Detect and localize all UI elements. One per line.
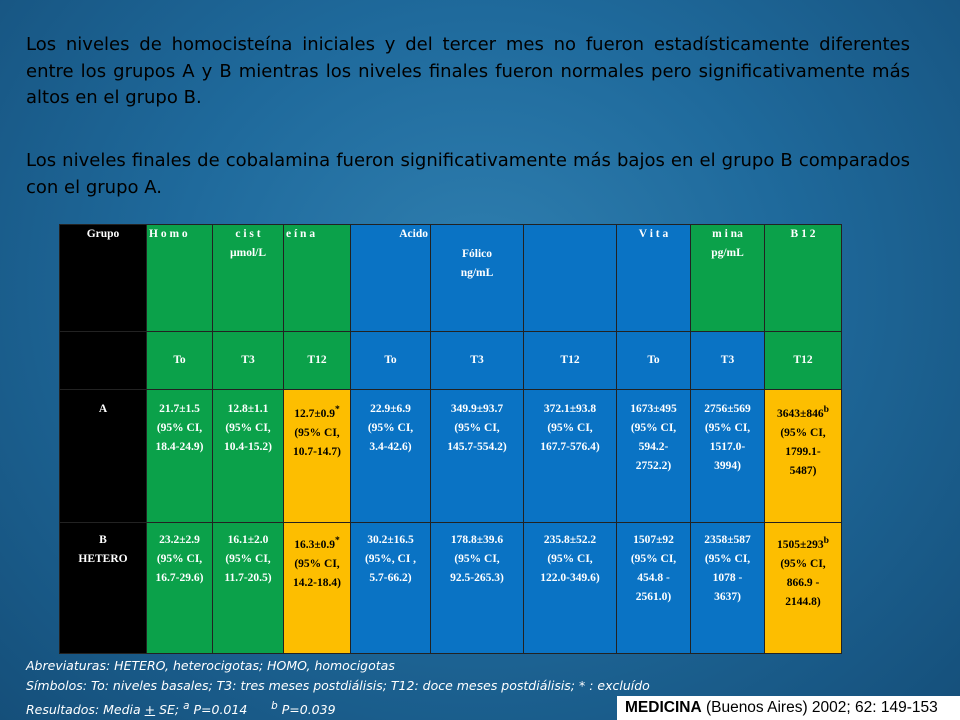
header-homo-2: c i s t µmol/L	[212, 224, 284, 332]
data-cell: 12.7±0.9* (95% CI, 10.7-14.7)	[283, 389, 351, 523]
data-cell: 3643±846b (95% CI, 1799.1- 5487)	[764, 389, 842, 523]
citation-box: MEDICINA (Buenos Aires) 2002; 62: 149-15…	[617, 696, 960, 720]
footnote-simbolos: Símbolos: To: niveles basales; T3: tres …	[26, 678, 650, 693]
header-homo-1: H o m o	[146, 224, 213, 332]
footnotes: Abreviaturas: HETERO, heterocigotas; HOM…	[26, 656, 650, 720]
data-cell: 2756±569 (95% CI, 1517.0- 3994)	[690, 389, 765, 523]
data-cell: 12.8±1.1 (95% CI, 10.4-15.2)	[212, 389, 284, 523]
data-cell: 30.2±16.5 (95%, CI , 5.7-66.2)	[350, 522, 431, 654]
data-cell: 235.8±52.2 (95% CI, 122.0-349.6)	[523, 522, 617, 654]
table-row-a: A 21.7±1.5 (95% CI, 18.4-24.9) 12.8±1.1 (95…	[59, 389, 842, 523]
table-row-b: B HETERO 23.2±2.9 (95% CI, 16.7-29.6) 16.1±…	[59, 522, 842, 654]
subheader-cell: T3	[430, 331, 524, 390]
data-cell: 16.1±2.0 (95% CI, 11.7-20.5)	[212, 522, 284, 654]
header-vit-2: m i na pg/mL	[690, 224, 765, 332]
subheader-cell: T3	[690, 331, 765, 390]
data-cell: 1673±495 (95% CI, 594.2- 2752.2)	[616, 389, 691, 523]
data-cell: 372.1±93.8 (95% CI, 167.7-576.4)	[523, 389, 617, 523]
header-acido: Acido	[350, 224, 431, 332]
group-label-a: A	[59, 389, 147, 523]
data-cell: 1507±92 (95% CI, 454.8 -2561.0)	[616, 522, 691, 654]
footnote-resultados: Resultados: Media + SE; a P=0.014 b P=0.…	[26, 700, 336, 718]
data-cell: 1505±293b (95% CI, 866.9 -2144.8)	[764, 522, 842, 654]
group-label-b: B HETERO	[59, 522, 147, 654]
subheader-cell: T12	[764, 331, 842, 390]
header-homo-3: e í n a	[283, 224, 351, 332]
data-cell: 2358±587 (95% CI, 1078 -3637)	[690, 522, 765, 654]
citation-details: (Buenos Aires) 2002; 62: 149-153	[701, 699, 938, 716]
results-table: Grupo H o m o c i s t µmol/L e í n a Acid…	[59, 224, 842, 654]
data-cell: 178.8±39.6 (95% CI, 92.5-265.3)	[430, 522, 524, 654]
footnote-abreviaturas: Abreviaturas: HETERO, heterocigotas; HOM…	[26, 658, 395, 673]
subheader-cell: To	[146, 331, 213, 390]
header-grupo: Grupo	[59, 224, 147, 332]
header-vit-1: V i t a	[616, 224, 691, 332]
subheader-row: To T3 T12 To T3 T12 To T3 T12	[59, 331, 842, 390]
header-vit-3: B 1 2	[764, 224, 842, 332]
header-row: Grupo H o m o c i s t µmol/L e í n a Acid…	[59, 224, 842, 332]
subheader-empty	[59, 331, 147, 390]
header-folico: Fólico ng/mL	[430, 224, 524, 332]
data-cell: 22.9±6.9 (95% CI, 3.4-42.6)	[350, 389, 431, 523]
header-blank	[523, 224, 617, 332]
citation-journal: MEDICINA	[625, 699, 702, 716]
paragraph-homocisteina: Los niveles de homocisteína iniciales y …	[26, 34, 910, 108]
subheader-cell: To	[350, 331, 431, 390]
data-cell: 21.7±1.5 (95% CI, 18.4-24.9)	[146, 389, 213, 523]
subheader-cell: T12	[523, 331, 617, 390]
data-cell: 349.9±93.7 (95% CI, 145.7-554.2)	[430, 389, 524, 523]
data-cell: 23.2±2.9 (95% CI, 16.7-29.6)	[146, 522, 213, 654]
subheader-cell: T3	[212, 331, 284, 390]
subheader-cell: To	[616, 331, 691, 390]
data-cell: 16.3±0.9* (95% CI, 14.2-18.4)	[283, 522, 351, 654]
paragraph-cobalamina: Los niveles finales de cobalamina fueron…	[26, 150, 910, 198]
subheader-cell: T12	[283, 331, 351, 390]
